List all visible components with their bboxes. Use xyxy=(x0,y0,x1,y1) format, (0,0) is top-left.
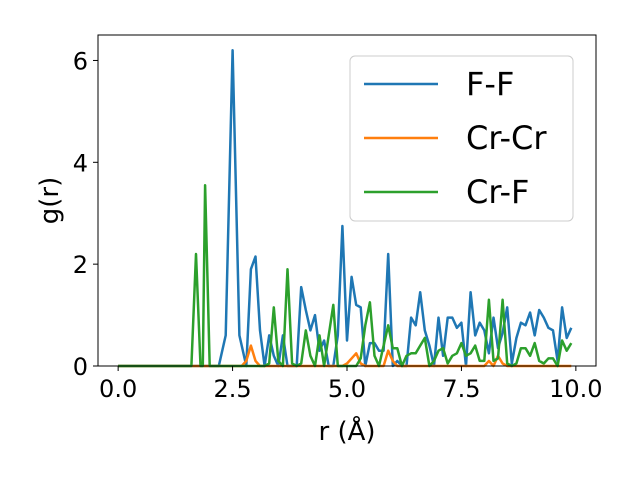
x-tick-label: 0.0 xyxy=(99,375,137,403)
series-line-cr-cr xyxy=(118,344,572,368)
y-axis-label: g(r) xyxy=(35,177,65,224)
series-line-cr-f xyxy=(118,183,573,368)
x-tick-label: 2.5 xyxy=(213,375,251,403)
x-axis-label: r (Å) xyxy=(318,415,375,447)
legend-label: Cr-Cr xyxy=(466,119,547,157)
legend-box xyxy=(349,55,574,222)
series-line-f-f xyxy=(118,49,573,368)
legend-label: Cr-F xyxy=(466,173,529,211)
legend-label: F-F xyxy=(466,65,514,103)
series-lines xyxy=(118,49,573,368)
y-tick-label: 0 xyxy=(73,353,88,381)
x-tick-label: 5.0 xyxy=(328,375,366,403)
y-tick-label: 2 xyxy=(73,251,88,279)
x-tick-label: 10.0 xyxy=(549,375,602,403)
x-tick-label: 7.5 xyxy=(442,375,480,403)
y-tick-label: 4 xyxy=(73,149,88,177)
y-tick-label: 6 xyxy=(73,47,88,75)
axis-ticks: 0.0 2.5 5.0 7.5 10.0 0 2 4 6 xyxy=(73,47,603,403)
legend: F-F Cr-Cr Cr-F xyxy=(349,55,574,222)
